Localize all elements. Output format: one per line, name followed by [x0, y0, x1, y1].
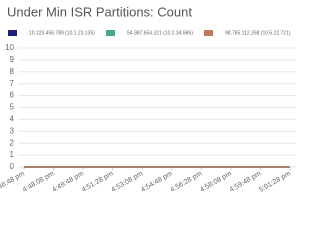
y-tick-label: 0: [10, 162, 15, 171]
x-tick-label: 4:54:48 pm: [140, 170, 174, 193]
y-tick-label: 6: [10, 91, 15, 100]
chart: Under Min ISR Partitions: Count 10.123.4…: [0, 4, 296, 193]
y-tick-label: 3: [10, 126, 15, 135]
y-tick-label: 8: [10, 67, 15, 76]
legend-label: 98.765.112.358 (10.5.22.721): [225, 30, 291, 36]
x-tick-label: 4:59:48 pm: [229, 170, 263, 193]
y-tick-label: 2: [10, 138, 15, 147]
y-tick-label: 1: [10, 150, 15, 159]
x-tick-label: 4:51:28 pm: [81, 170, 115, 193]
legend-swatch: [204, 30, 213, 36]
y-tick-label: 7: [10, 79, 15, 88]
y-tick-label: 5: [10, 103, 15, 112]
y-tick-label: 10: [5, 43, 14, 52]
legend-label: 54.987.654.321 (10.2.34.986): [127, 30, 193, 36]
legend-label: 10.123.456.789 (10.1.23.135): [29, 30, 95, 36]
legend-swatch: [8, 30, 17, 36]
x-tick-label: 4:49:48 pm: [51, 170, 85, 193]
legend-swatch: [106, 30, 115, 36]
y-tick-label: 9: [10, 55, 15, 64]
x-tick-label: 5:01:28 pm: [258, 170, 292, 193]
chart-title: Under Min ISR Partitions: Count: [7, 4, 192, 19]
x-tick-label: 4:56:28 pm: [169, 170, 203, 193]
x-tick-label: 4:53:08 pm: [110, 170, 144, 193]
x-tick-label: 4:58:08 pm: [199, 170, 233, 193]
x-tick-label: 4:48:08 pm: [22, 170, 56, 193]
y-tick-label: 4: [10, 115, 15, 124]
